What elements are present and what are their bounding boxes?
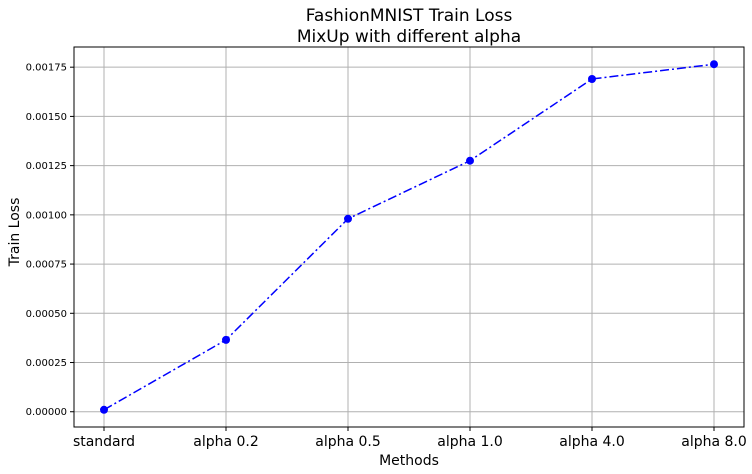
y-tick-label: 0.00025: [26, 358, 67, 369]
y-tick-label: 0.00125: [26, 161, 67, 172]
x-tick-label: alpha 8.0: [681, 434, 747, 450]
x-tick-label: alpha 4.0: [559, 434, 625, 450]
x-axis-label: Methods: [379, 453, 439, 469]
data-point: [588, 74, 596, 83]
data-point: [466, 156, 474, 165]
y-tick-label: 0.00000: [26, 407, 67, 418]
data-point: [222, 335, 230, 344]
series-line: [103, 63, 715, 411]
x-tick-label: alpha 1.0: [437, 434, 503, 450]
y-tick-label: 0.00100: [26, 210, 67, 221]
grid: [74, 47, 744, 427]
chart-title: FashionMNIST Train Loss: [306, 6, 513, 26]
data-point: [710, 60, 718, 69]
y-tick-label: 0.00075: [26, 260, 67, 271]
y-tick-label: 0.00050: [26, 309, 67, 320]
plot-area-frame: [73, 46, 745, 428]
series-layer: [100, 60, 718, 414]
x-tick-label: alpha 0.5: [315, 434, 381, 450]
ticks: 0.00000 0.00025 0.00050 0.00075 0.00100 0.001…: [26, 63, 747, 450]
chart-subtitle: MixUp with different alpha: [297, 27, 521, 47]
y-axis-label: Train Loss: [7, 198, 23, 268]
y-tick-label: 0.00150: [26, 112, 67, 123]
data-point: [100, 405, 108, 414]
data-point: [344, 214, 352, 223]
x-tick-label: standard: [73, 434, 135, 450]
y-tick-label: 0.00175: [26, 63, 67, 74]
x-tick-label: alpha 0.2: [193, 434, 259, 450]
